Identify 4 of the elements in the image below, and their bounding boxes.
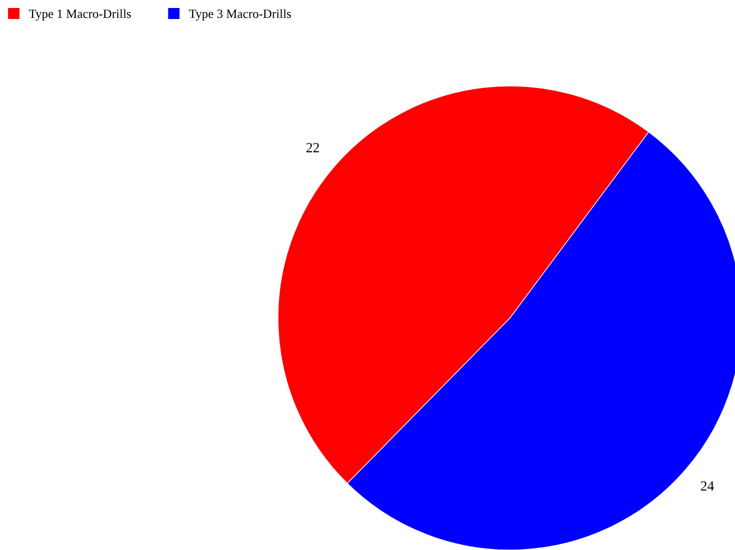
data-label: 24 <box>700 481 714 490</box>
legend-label: Type 1 Macro-Drills <box>28 9 131 21</box>
legend-label: Type 3 Macro-Drills <box>189 9 291 21</box>
data-label: 22 <box>306 143 319 152</box>
